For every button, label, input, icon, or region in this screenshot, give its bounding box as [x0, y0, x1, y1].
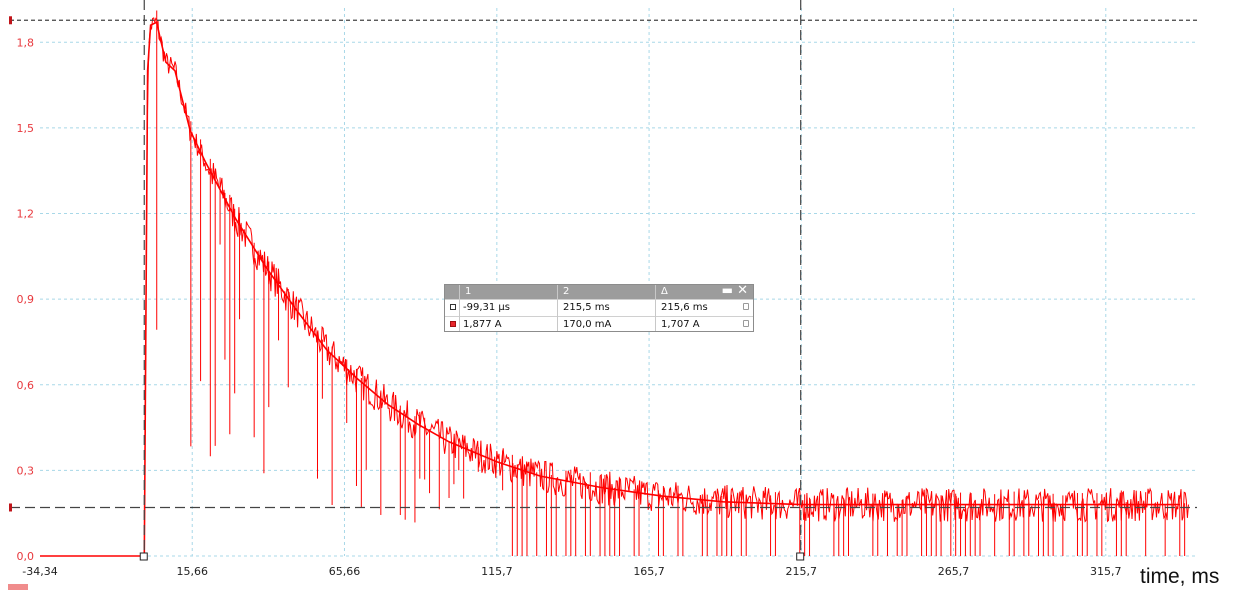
x-axis-label: time, ms	[1140, 565, 1219, 588]
series-trace-noise	[144, 17, 1189, 523]
column-header-delta: Δ	[661, 286, 668, 297]
grid	[40, 8, 1195, 557]
close-icon[interactable]: ✕	[737, 283, 748, 298]
measurement-panel[interactable]: 1 2 Δ ▬ ✕ -99,31 µs 215,5 ms 215,6 ms 1,…	[444, 283, 754, 333]
y-tick-label: 0,0	[17, 550, 35, 563]
delta-time: 215,6 ms	[661, 302, 708, 313]
cursor-2-time: 215,5 ms	[563, 302, 610, 313]
y-tick-label: 1,2	[17, 208, 35, 221]
x-tick-label: 15,66	[176, 565, 208, 578]
measurement-row-time: -99,31 µs 215,5 ms 215,6 ms	[445, 299, 753, 316]
cursor-2-level-marker[interactable]	[9, 503, 12, 512]
x-tick-label: 265,7	[938, 565, 970, 578]
y-tick-labels: 0,0 0,3 0,6 0,9 1,2 1,5 1,8	[17, 36, 35, 563]
x-tick-label: 65,66	[329, 565, 361, 578]
column-header-cursor-2: 2	[563, 286, 570, 297]
delta-current: 1,707 A	[661, 319, 700, 330]
cursor-2-current: 170,0 mA	[563, 319, 612, 330]
x-tick-label: 115,7	[481, 565, 513, 578]
trace-layer	[40, 10, 1189, 557]
x-tick-labels: -34,34 15,66 65,66 115,7 165,7 215,7 265,7 315,…	[22, 565, 1121, 578]
x-tick-label: 315,7	[1090, 565, 1122, 578]
y-tick-label: 1,8	[17, 36, 35, 49]
column-divider	[557, 285, 558, 331]
current-swatch-icon	[450, 321, 456, 327]
y-tick-label: 1,5	[17, 122, 35, 135]
cursor-1-level-marker[interactable]	[9, 16, 12, 25]
y-tick-label: 0,9	[17, 293, 35, 306]
time-swatch-icon	[450, 304, 456, 310]
y-tick-label: 0,6	[17, 379, 35, 392]
cursor-1-handle[interactable]	[139, 552, 148, 561]
column-divider	[655, 285, 656, 331]
x-tick-label: -34,34	[22, 565, 57, 578]
y-tick-label: 0,3	[17, 464, 35, 477]
minimize-icon[interactable]: ▬	[721, 283, 733, 297]
measurement-panel-header[interactable]: 1 2 Δ ▬ ✕	[445, 283, 753, 299]
column-divider	[459, 285, 460, 331]
cursor-layer	[9, 0, 1197, 561]
lock-icon[interactable]	[743, 303, 749, 310]
measurement-row-current: 1,877 A 170,0 mA 1,707 A	[445, 316, 753, 333]
x-tick-label: 215,7	[786, 565, 818, 578]
cursor-2-handle[interactable]	[796, 552, 805, 561]
cursor-1-current: 1,877 A	[463, 319, 502, 330]
channel-badge[interactable]	[8, 584, 28, 590]
column-header-cursor-1: 1	[465, 286, 472, 297]
lock-icon[interactable]	[743, 320, 749, 327]
x-tick-label: 165,7	[633, 565, 665, 578]
cursor-1-time: -99,31 µs	[463, 302, 510, 313]
